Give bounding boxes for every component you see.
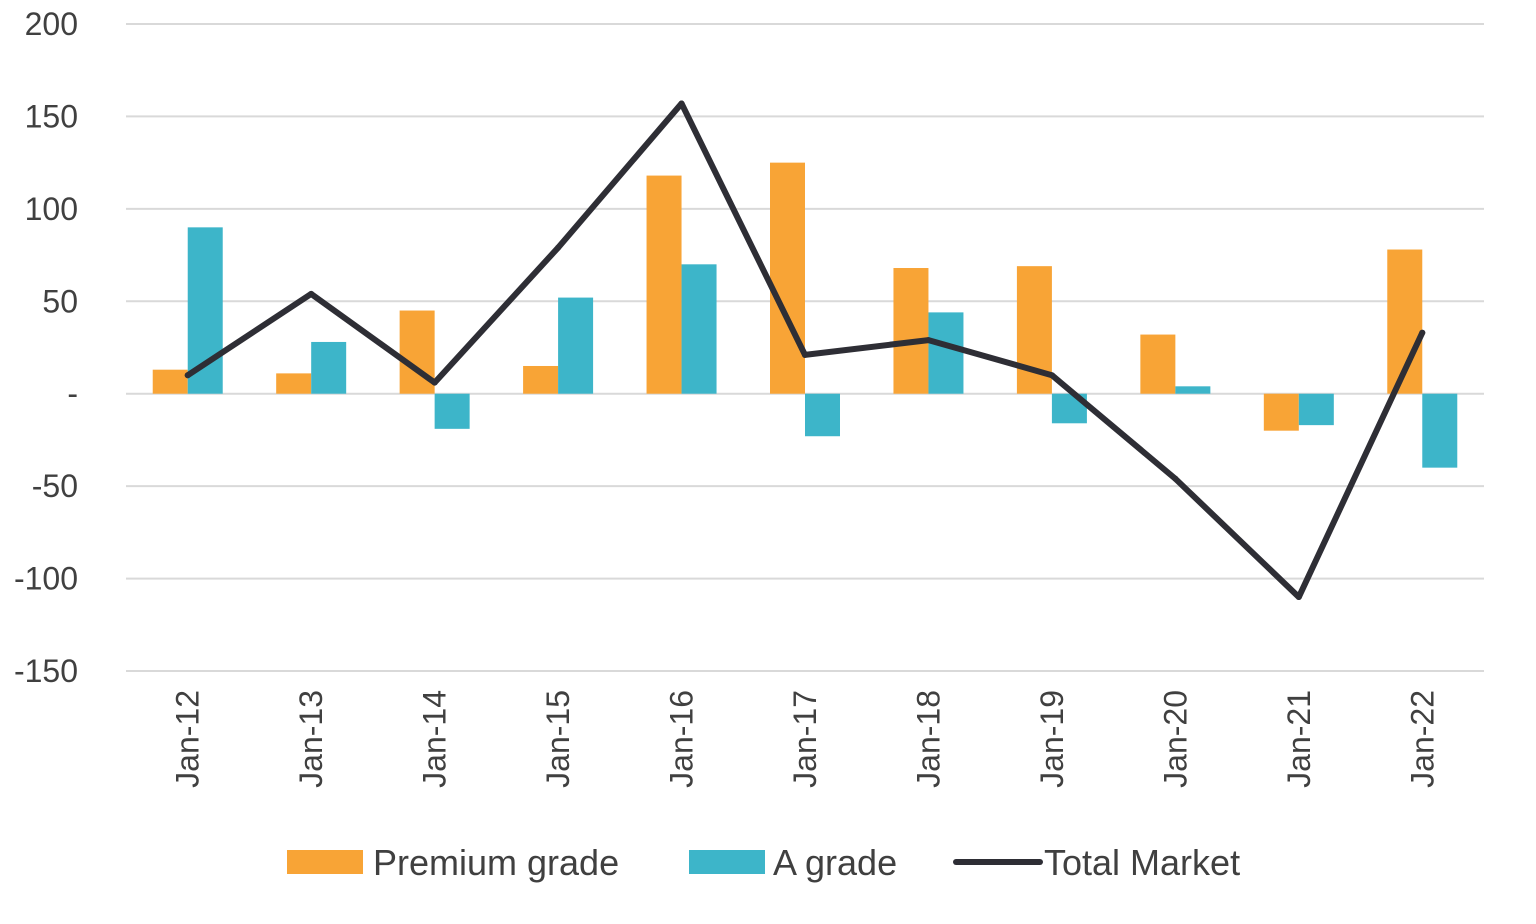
x-axis-tick-labels: Jan-12 Jan-13 Jan-14 Jan-15 Jan-16 Jan-17 Jan-… <box>170 690 1441 788</box>
a-grade-bar <box>558 297 594 394</box>
total-market-point <box>308 290 315 297</box>
y-tick-label: -100 <box>14 561 78 597</box>
total-market-line-group <box>184 100 1426 601</box>
total-market-point <box>1295 594 1302 601</box>
x-tick-label: Jan-12 <box>170 690 206 788</box>
x-tick-label: Jan-19 <box>1034 690 1070 788</box>
total-market-point <box>802 351 808 358</box>
bars <box>152 162 1458 468</box>
premium-grade-bar <box>1263 393 1299 431</box>
legend-label-a-grade: A grade <box>773 842 897 883</box>
total-market-point <box>184 372 191 379</box>
legend: Premium grade A grade Total Market <box>287 842 1240 883</box>
a-grade-bar <box>434 393 470 429</box>
a-grade-bar <box>805 393 840 437</box>
y-tick-label: 50 <box>42 283 78 319</box>
premium-grade-bar <box>646 175 682 394</box>
premium-grade-bar <box>523 365 559 394</box>
total-market-point <box>431 379 438 386</box>
a-grade-bar <box>1298 393 1334 426</box>
total-market-point <box>555 244 562 251</box>
x-tick-label: Jan-20 <box>1157 690 1193 788</box>
premium-grade-bar <box>893 268 929 394</box>
x-tick-label: Jan-14 <box>417 690 453 788</box>
y-tick-label: -150 <box>14 653 78 689</box>
a-grade-bar <box>681 264 717 394</box>
legend-label-premium-grade: Premium grade <box>373 842 619 883</box>
x-tick-label: Jan-15 <box>540 690 576 788</box>
premium-grade-bar <box>276 373 312 394</box>
premium-grade-bar <box>152 369 188 394</box>
total-market-point <box>1419 329 1426 336</box>
x-tick-label: Jan-22 <box>1404 690 1440 788</box>
y-tick-label: 150 <box>25 98 78 134</box>
total-market-point <box>925 337 932 344</box>
x-tick-label: Jan-21 <box>1281 690 1317 788</box>
legend-swatch-a-grade <box>689 850 765 874</box>
y-tick-label: 100 <box>25 191 78 227</box>
x-tick-label: Jan-16 <box>664 690 700 788</box>
a-grade-bar <box>928 312 964 394</box>
a-grade-bar <box>311 341 347 394</box>
a-grade-bar <box>1175 386 1211 394</box>
x-tick-label: Jan-18 <box>910 690 946 788</box>
y-tick-label: 200 <box>25 6 78 42</box>
x-tick-label: Jan-13 <box>293 690 329 788</box>
premium-grade-bar <box>770 162 805 394</box>
y-axis-tick-labels: 200 150 100 50 - -50 -100 -150 <box>14 6 78 689</box>
total-market-point <box>678 100 685 107</box>
x-tick-label: Jan-17 <box>787 690 823 788</box>
legend-label-total-market: Total Market <box>1044 842 1240 883</box>
total-market-point <box>1172 475 1179 482</box>
a-grade-bar <box>1422 393 1458 468</box>
y-tick-label: - <box>67 376 78 412</box>
legend-swatch-premium-grade <box>287 850 363 874</box>
total-market-point <box>1048 372 1055 379</box>
y-tick-label: -50 <box>32 468 78 504</box>
premium-grade-bar <box>1140 334 1176 394</box>
